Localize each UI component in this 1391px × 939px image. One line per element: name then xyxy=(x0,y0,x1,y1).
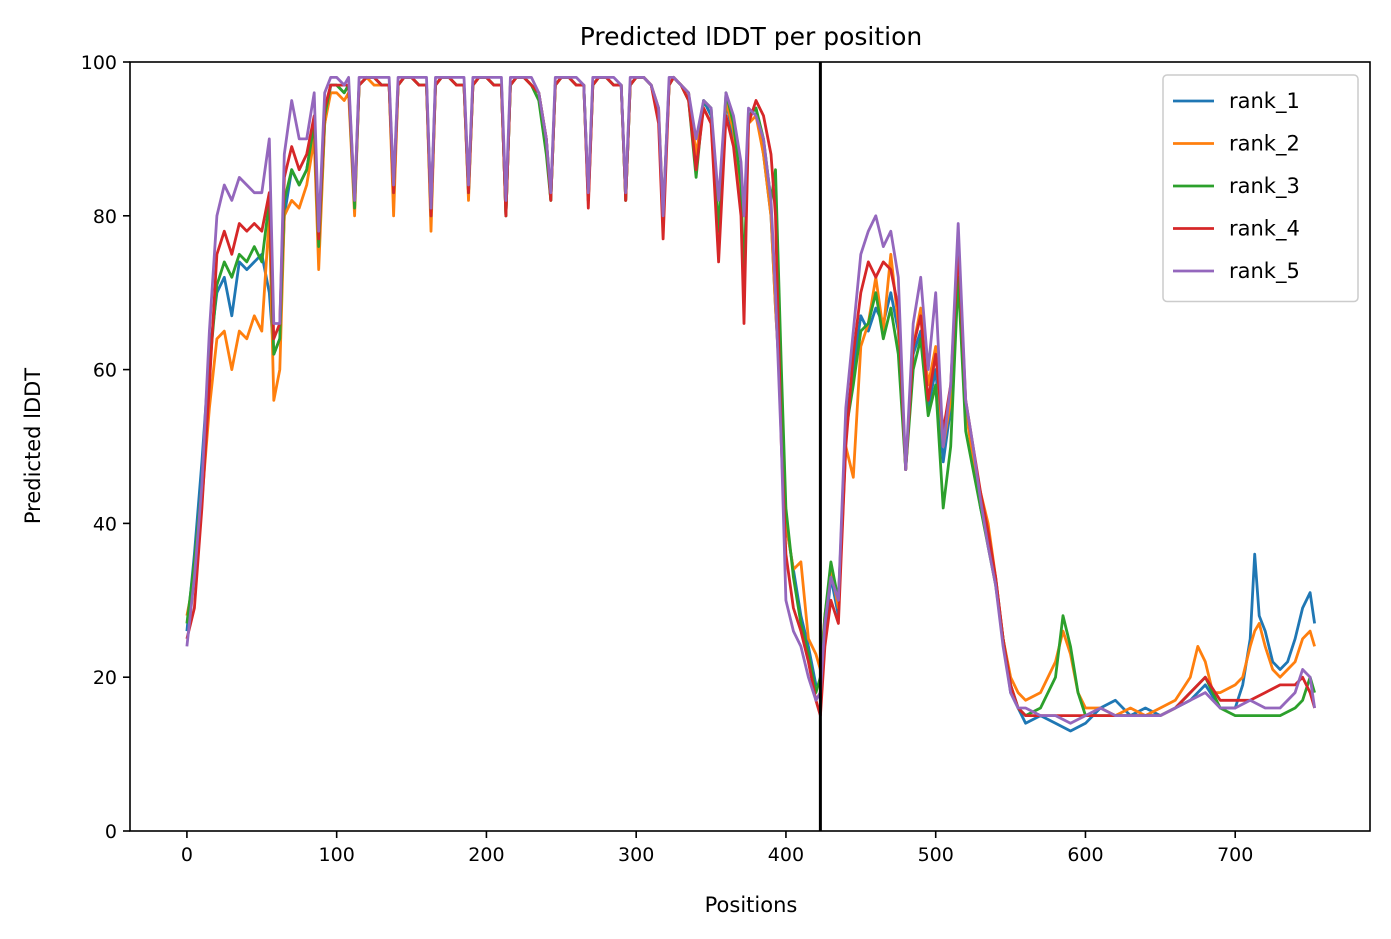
legend-label-rank_1: rank_1 xyxy=(1229,89,1300,114)
y-tick-label: 0 xyxy=(105,821,117,843)
axes-frame xyxy=(129,61,1371,832)
x-tick-label: 300 xyxy=(618,844,654,866)
series-line-rank_5 xyxy=(185,76,1316,725)
x-tick-label: 500 xyxy=(918,844,954,866)
x-tick-label: 200 xyxy=(468,844,504,866)
y-tick-label: 80 xyxy=(93,206,117,228)
legend-label-rank_2: rank_2 xyxy=(1229,132,1300,157)
legend-label-rank_5: rank_5 xyxy=(1229,259,1300,284)
x-tick-label: 100 xyxy=(319,844,355,866)
x-axis-label: Positions xyxy=(705,893,798,917)
y-tick-label: 100 xyxy=(81,52,117,74)
y-tick-label: 60 xyxy=(93,360,117,382)
x-tick-label: 700 xyxy=(1217,844,1253,866)
x-tick-label: 400 xyxy=(768,844,804,866)
legend: rank_1 rank_2 rank_3 rank_4 rank_5 xyxy=(1162,74,1359,303)
plot-area xyxy=(185,62,1316,831)
y-tick-label: 20 xyxy=(93,667,117,689)
y-axis-label: Predicted lDDT xyxy=(21,368,45,524)
legend-label-rank_4: rank_4 xyxy=(1229,217,1300,242)
legend-box xyxy=(1162,74,1359,303)
x-tick-label: 600 xyxy=(1067,844,1103,866)
axes: 0 100 200 300 400 500 600 700 0 20 40 60 80 100 xyxy=(81,52,1371,866)
x-tick-label: 0 xyxy=(181,844,193,866)
y-tick-label: 40 xyxy=(93,513,117,535)
chart-title: Predicted lDDT per position xyxy=(580,22,922,51)
legend-label-rank_3: rank_3 xyxy=(1229,174,1300,199)
